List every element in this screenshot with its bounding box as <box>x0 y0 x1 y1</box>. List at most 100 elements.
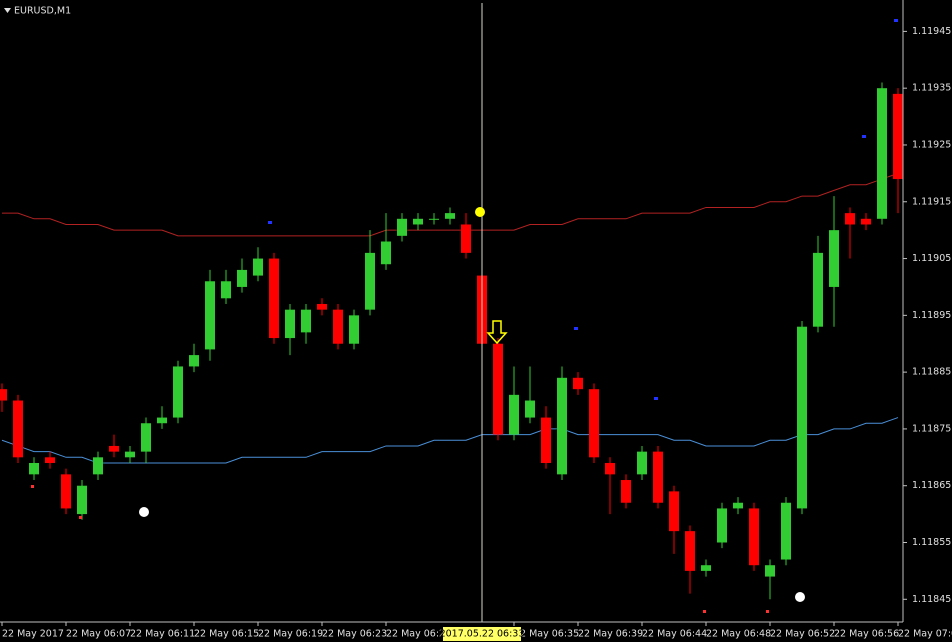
candle-body <box>557 377 567 475</box>
candle-body <box>525 400 535 418</box>
candle-body <box>13 400 23 458</box>
y-tick-label: 1.11945 <box>912 26 951 37</box>
y-tick-label: 1.11915 <box>912 196 951 207</box>
x-tick-label: 22 May 07:0 <box>898 629 952 640</box>
candle-body <box>669 491 679 532</box>
candle-body <box>781 502 791 560</box>
candle-body <box>605 462 615 475</box>
candle-body <box>701 565 711 571</box>
candle-body <box>349 315 359 344</box>
candle-body <box>733 502 743 509</box>
candle-body <box>301 309 311 333</box>
x-tick-label: 22 May 06:23 <box>322 629 387 640</box>
candle-body <box>365 252 375 310</box>
candle-body <box>861 218 871 225</box>
signal-dot <box>475 207 485 217</box>
crosshair-label-box <box>443 627 521 641</box>
crosshair-label: 2017.05.22 06:33 <box>440 629 525 640</box>
plot-area <box>0 82 903 600</box>
marker <box>894 19 898 22</box>
candle-body <box>621 480 631 503</box>
y-tick-label: 1.11925 <box>912 139 951 150</box>
candle-body <box>509 394 519 435</box>
candle-body <box>765 565 775 577</box>
candle-body <box>93 457 103 475</box>
y-tick-label: 1.11895 <box>912 310 951 321</box>
candle-body <box>237 269 247 287</box>
x-tick-label: 22 May 06:52 <box>770 629 835 640</box>
candle-body <box>637 451 647 475</box>
candle-body <box>317 303 327 310</box>
y-tick-label: 1.11855 <box>912 537 951 548</box>
candle-body <box>61 474 71 509</box>
y-tick-label: 1.11905 <box>912 253 951 264</box>
candle-body <box>125 451 135 458</box>
y-tick-label: 1.11935 <box>912 83 951 94</box>
marker <box>268 221 272 224</box>
marker <box>766 610 769 613</box>
chart-title: EURUSD,M1 <box>14 6 71 17</box>
x-tick-label: 22 May 06:35 <box>514 629 579 640</box>
x-tick-label: 22 May 06:15 <box>194 629 259 640</box>
signal-dot <box>139 507 149 517</box>
candle-body <box>77 485 87 515</box>
candle-body <box>829 230 839 287</box>
y-tick-label: 1.11845 <box>912 594 951 605</box>
candle-body <box>573 377 583 390</box>
x-tick-label: 22 May 06:27 <box>386 629 451 640</box>
axes: 1.11845 1.11855 1.11865 1.11875 1.11885 1.118… <box>1 26 952 640</box>
x-tick-label: 22 May 06:07 <box>66 629 131 640</box>
marker <box>31 485 34 488</box>
candle-body <box>269 258 279 339</box>
candle-body <box>461 224 471 253</box>
candle-body <box>285 309 295 339</box>
markers <box>31 485 769 613</box>
candle-body <box>221 281 231 299</box>
candle-body <box>253 258 263 276</box>
marker <box>79 516 82 519</box>
candle-body <box>429 218 439 220</box>
x-tick-label: 22 May 06:11 <box>130 629 195 640</box>
candle-body <box>877 88 887 219</box>
markers <box>268 19 898 400</box>
y-tick-label: 1.11865 <box>912 480 951 491</box>
candle-body <box>141 423 151 452</box>
candle-body <box>749 508 759 566</box>
sell-arrow <box>486 320 508 345</box>
candle-body <box>493 343 503 435</box>
marker <box>862 135 866 138</box>
x-tick-label: 22 May 2017 <box>2 629 64 640</box>
candle-body <box>397 218 407 236</box>
candle-body <box>381 241 391 265</box>
indicator-line <box>1 417 899 464</box>
candle-body <box>845 213 855 225</box>
candle-body <box>45 457 55 463</box>
candle-body <box>333 309 343 344</box>
marker <box>703 610 706 613</box>
candle-body <box>109 445 119 452</box>
x-tick-label: 22 May 06:39 <box>578 629 643 640</box>
candle-body <box>0 389 7 401</box>
y-tick-label: 1.11885 <box>912 367 951 378</box>
candle-body <box>685 531 695 571</box>
y-tick-label: 1.11875 <box>912 423 951 434</box>
candle-body <box>29 462 39 475</box>
menu-triangle <box>4 8 11 13</box>
signal-dot <box>795 592 805 602</box>
candle-body <box>893 93 903 180</box>
candle-body <box>173 366 183 418</box>
candle-body <box>205 281 215 350</box>
x-tick-label: 22 May 06:19 <box>258 629 323 640</box>
candle-body <box>589 389 599 458</box>
candle-body <box>157 417 167 424</box>
candle-body <box>653 451 663 503</box>
marker <box>574 327 578 330</box>
marker <box>654 397 658 400</box>
indicator-line <box>2 172 899 237</box>
candle-body <box>541 417 551 463</box>
candle-body <box>189 355 199 367</box>
candle-body <box>413 218 423 225</box>
x-tick-label: 22 May 06:44 <box>642 629 707 640</box>
